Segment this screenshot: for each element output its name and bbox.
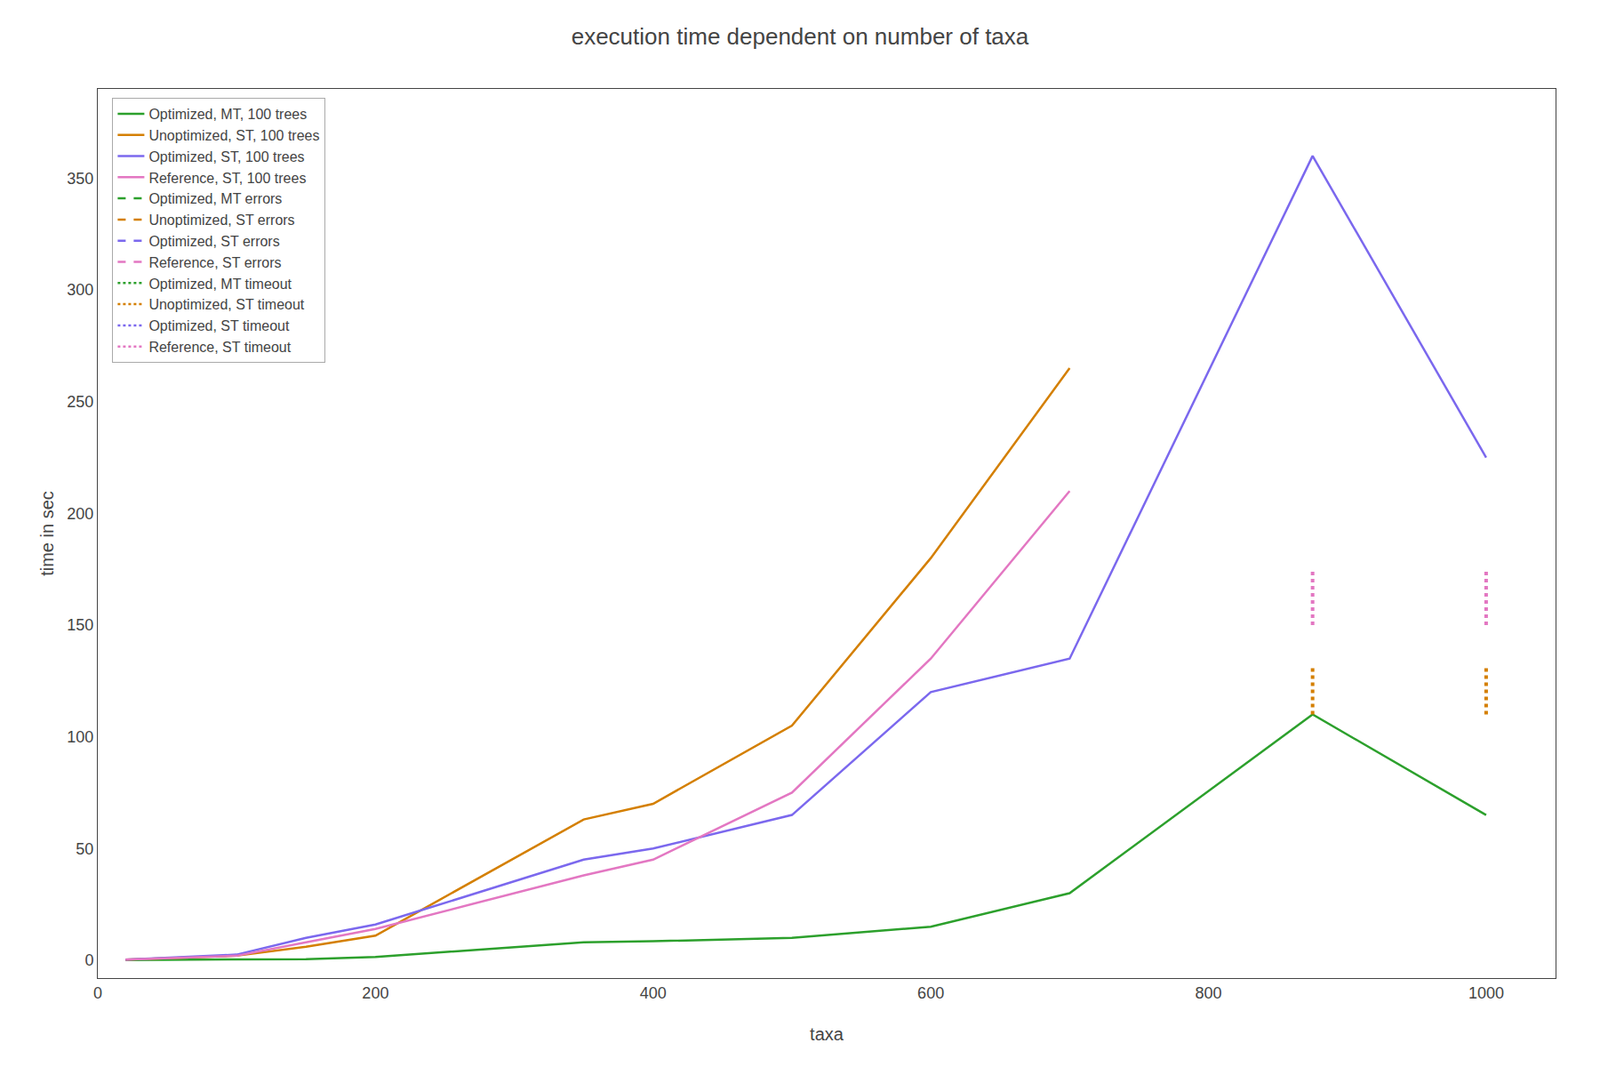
svg-text:Unoptimized, ST timeout: Unoptimized, ST timeout bbox=[148, 296, 304, 312]
svg-text:400: 400 bbox=[640, 984, 667, 1002]
svg-text:200: 200 bbox=[361, 984, 389, 1002]
svg-text:taxa: taxa bbox=[809, 1024, 845, 1044]
svg-text:0: 0 bbox=[84, 951, 94, 969]
svg-text:Optimized, MT, 100 trees: Optimized, MT, 100 trees bbox=[148, 106, 307, 122]
svg-text:Reference, ST, 100 trees: Reference, ST, 100 trees bbox=[148, 170, 306, 186]
svg-text:Optimized, MT timeout: Optimized, MT timeout bbox=[148, 276, 292, 292]
svg-text:150: 150 bbox=[66, 616, 94, 634]
svg-text:300: 300 bbox=[66, 280, 94, 299]
svg-text:Optimized, ST errors: Optimized, ST errors bbox=[148, 233, 280, 249]
svg-text:350: 350 bbox=[66, 169, 94, 188]
svg-text:50: 50 bbox=[75, 840, 94, 858]
svg-text:Unoptimized, ST errors: Unoptimized, ST errors bbox=[148, 212, 295, 228]
svg-text:Reference, ST timeout: Reference, ST timeout bbox=[148, 339, 291, 355]
svg-text:execution time dependent on nu: execution time dependent on number of ta… bbox=[571, 23, 1030, 50]
svg-text:800: 800 bbox=[1194, 984, 1222, 1002]
svg-text:Optimized, MT errors: Optimized, MT errors bbox=[148, 191, 282, 207]
svg-text:250: 250 bbox=[66, 392, 94, 411]
svg-text:Optimized, ST, 100 trees: Optimized, ST, 100 trees bbox=[148, 149, 304, 165]
svg-text:600: 600 bbox=[917, 984, 944, 1002]
svg-text:Reference, ST errors: Reference, ST errors bbox=[148, 255, 281, 271]
svg-text:0: 0 bbox=[93, 984, 103, 1002]
svg-text:time in sec: time in sec bbox=[37, 490, 57, 576]
svg-text:Optimized, ST timeout: Optimized, ST timeout bbox=[148, 318, 290, 334]
svg-text:1000: 1000 bbox=[1468, 984, 1504, 1002]
svg-text:100: 100 bbox=[66, 728, 94, 746]
svg-text:Unoptimized, ST, 100 trees: Unoptimized, ST, 100 trees bbox=[148, 128, 320, 144]
svg-text:200: 200 bbox=[66, 504, 94, 523]
